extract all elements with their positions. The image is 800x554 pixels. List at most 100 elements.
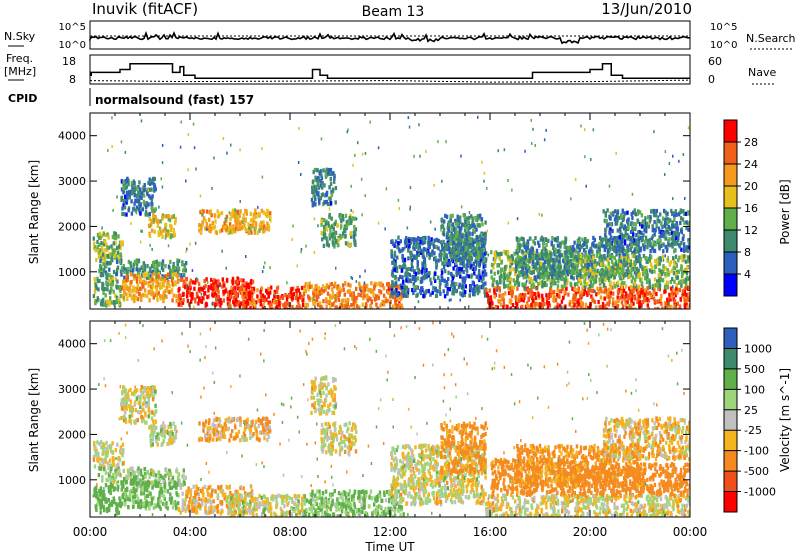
power-cell <box>355 286 358 291</box>
power-cell <box>622 214 626 219</box>
power-cell <box>451 227 454 232</box>
power-cell <box>584 237 587 242</box>
power-cell <box>186 285 190 290</box>
power-cell <box>327 223 330 228</box>
frequency-panel-frame <box>89 54 691 85</box>
power-cell <box>545 293 548 298</box>
power-cell <box>260 208 264 213</box>
power-cell <box>123 290 126 295</box>
power-cell <box>386 298 390 303</box>
power-cell <box>553 252 556 257</box>
power-cell <box>558 253 562 258</box>
power-cell <box>557 265 560 270</box>
power-cell <box>525 241 528 246</box>
power-cell <box>427 237 430 242</box>
power-cell <box>260 220 263 225</box>
power-cell <box>605 266 608 271</box>
power-cell <box>467 226 471 231</box>
power-cell <box>531 247 535 252</box>
power-cell <box>119 294 122 299</box>
power-cell <box>477 254 481 260</box>
power-cell <box>284 305 287 309</box>
power-cell <box>329 229 332 234</box>
power-cell <box>413 269 416 274</box>
nave-right-tick-top: 60 <box>708 55 722 68</box>
power-cell <box>347 297 350 302</box>
power-cell <box>468 293 471 298</box>
power-cell <box>477 250 480 255</box>
power-cell <box>602 282 606 288</box>
power-cell <box>620 255 623 260</box>
power-cell <box>140 297 143 302</box>
power-cell <box>242 300 245 305</box>
power-cell <box>162 228 165 233</box>
power-cell <box>253 212 256 217</box>
power-cell <box>169 234 173 239</box>
power-cell <box>669 307 672 309</box>
power-cell <box>611 254 614 259</box>
power-cell <box>132 265 135 271</box>
power-cell <box>581 274 584 279</box>
freq-label-line1: Freq. <box>6 52 33 65</box>
power-cell <box>555 258 558 263</box>
power-cell <box>395 266 398 271</box>
power-cell <box>198 223 201 228</box>
power-cell <box>213 278 216 283</box>
noise-traces <box>89 30 691 45</box>
power-cell <box>584 302 588 307</box>
power-cell <box>532 251 535 256</box>
power-cell <box>289 290 292 295</box>
power-cell <box>215 287 218 292</box>
power-cell <box>132 276 136 281</box>
power-cell <box>630 243 633 248</box>
power-cell <box>392 291 395 296</box>
power-cell <box>623 294 626 300</box>
power-cell <box>194 299 197 304</box>
power-cell <box>472 287 475 292</box>
power-cell <box>655 261 658 266</box>
power-cell <box>576 287 579 293</box>
power-cell <box>637 240 641 245</box>
power-cell <box>197 282 201 287</box>
power-cell <box>300 295 303 300</box>
power-cell <box>421 286 424 291</box>
power-cell <box>658 219 661 224</box>
power-cell <box>407 267 410 272</box>
power-cell <box>596 261 599 266</box>
power-cell <box>523 270 526 276</box>
power-cell <box>643 288 647 293</box>
power-cell <box>201 212 204 217</box>
power-cell <box>152 295 155 300</box>
power-cell <box>169 228 173 233</box>
power-cell <box>517 282 520 287</box>
power-cell <box>631 267 635 272</box>
power-cell <box>333 179 336 184</box>
power-cell <box>250 287 254 292</box>
power-cell <box>413 240 416 245</box>
power-cell <box>579 294 582 299</box>
power-cell <box>139 276 142 281</box>
power-cell <box>554 247 557 252</box>
power-cell <box>446 261 449 266</box>
power-cell <box>512 278 515 283</box>
power-cell <box>459 274 462 279</box>
power-cell <box>125 190 129 195</box>
power-cell <box>636 218 639 223</box>
power-cell <box>629 221 633 227</box>
power-cell <box>456 236 459 241</box>
power-cell <box>310 197 314 202</box>
power-cell <box>509 306 512 309</box>
power-cell <box>637 244 640 249</box>
power-cell <box>669 218 672 223</box>
power-cell <box>322 243 326 248</box>
power-cell <box>130 180 134 185</box>
power-cell <box>105 299 109 304</box>
power-cell <box>643 228 646 233</box>
power-cell <box>245 227 248 232</box>
power-cell <box>598 241 601 246</box>
power-cell <box>510 285 513 290</box>
power-cell <box>243 295 246 300</box>
power-cell <box>224 228 228 233</box>
power-cell <box>147 271 150 276</box>
power-cell <box>684 285 687 290</box>
